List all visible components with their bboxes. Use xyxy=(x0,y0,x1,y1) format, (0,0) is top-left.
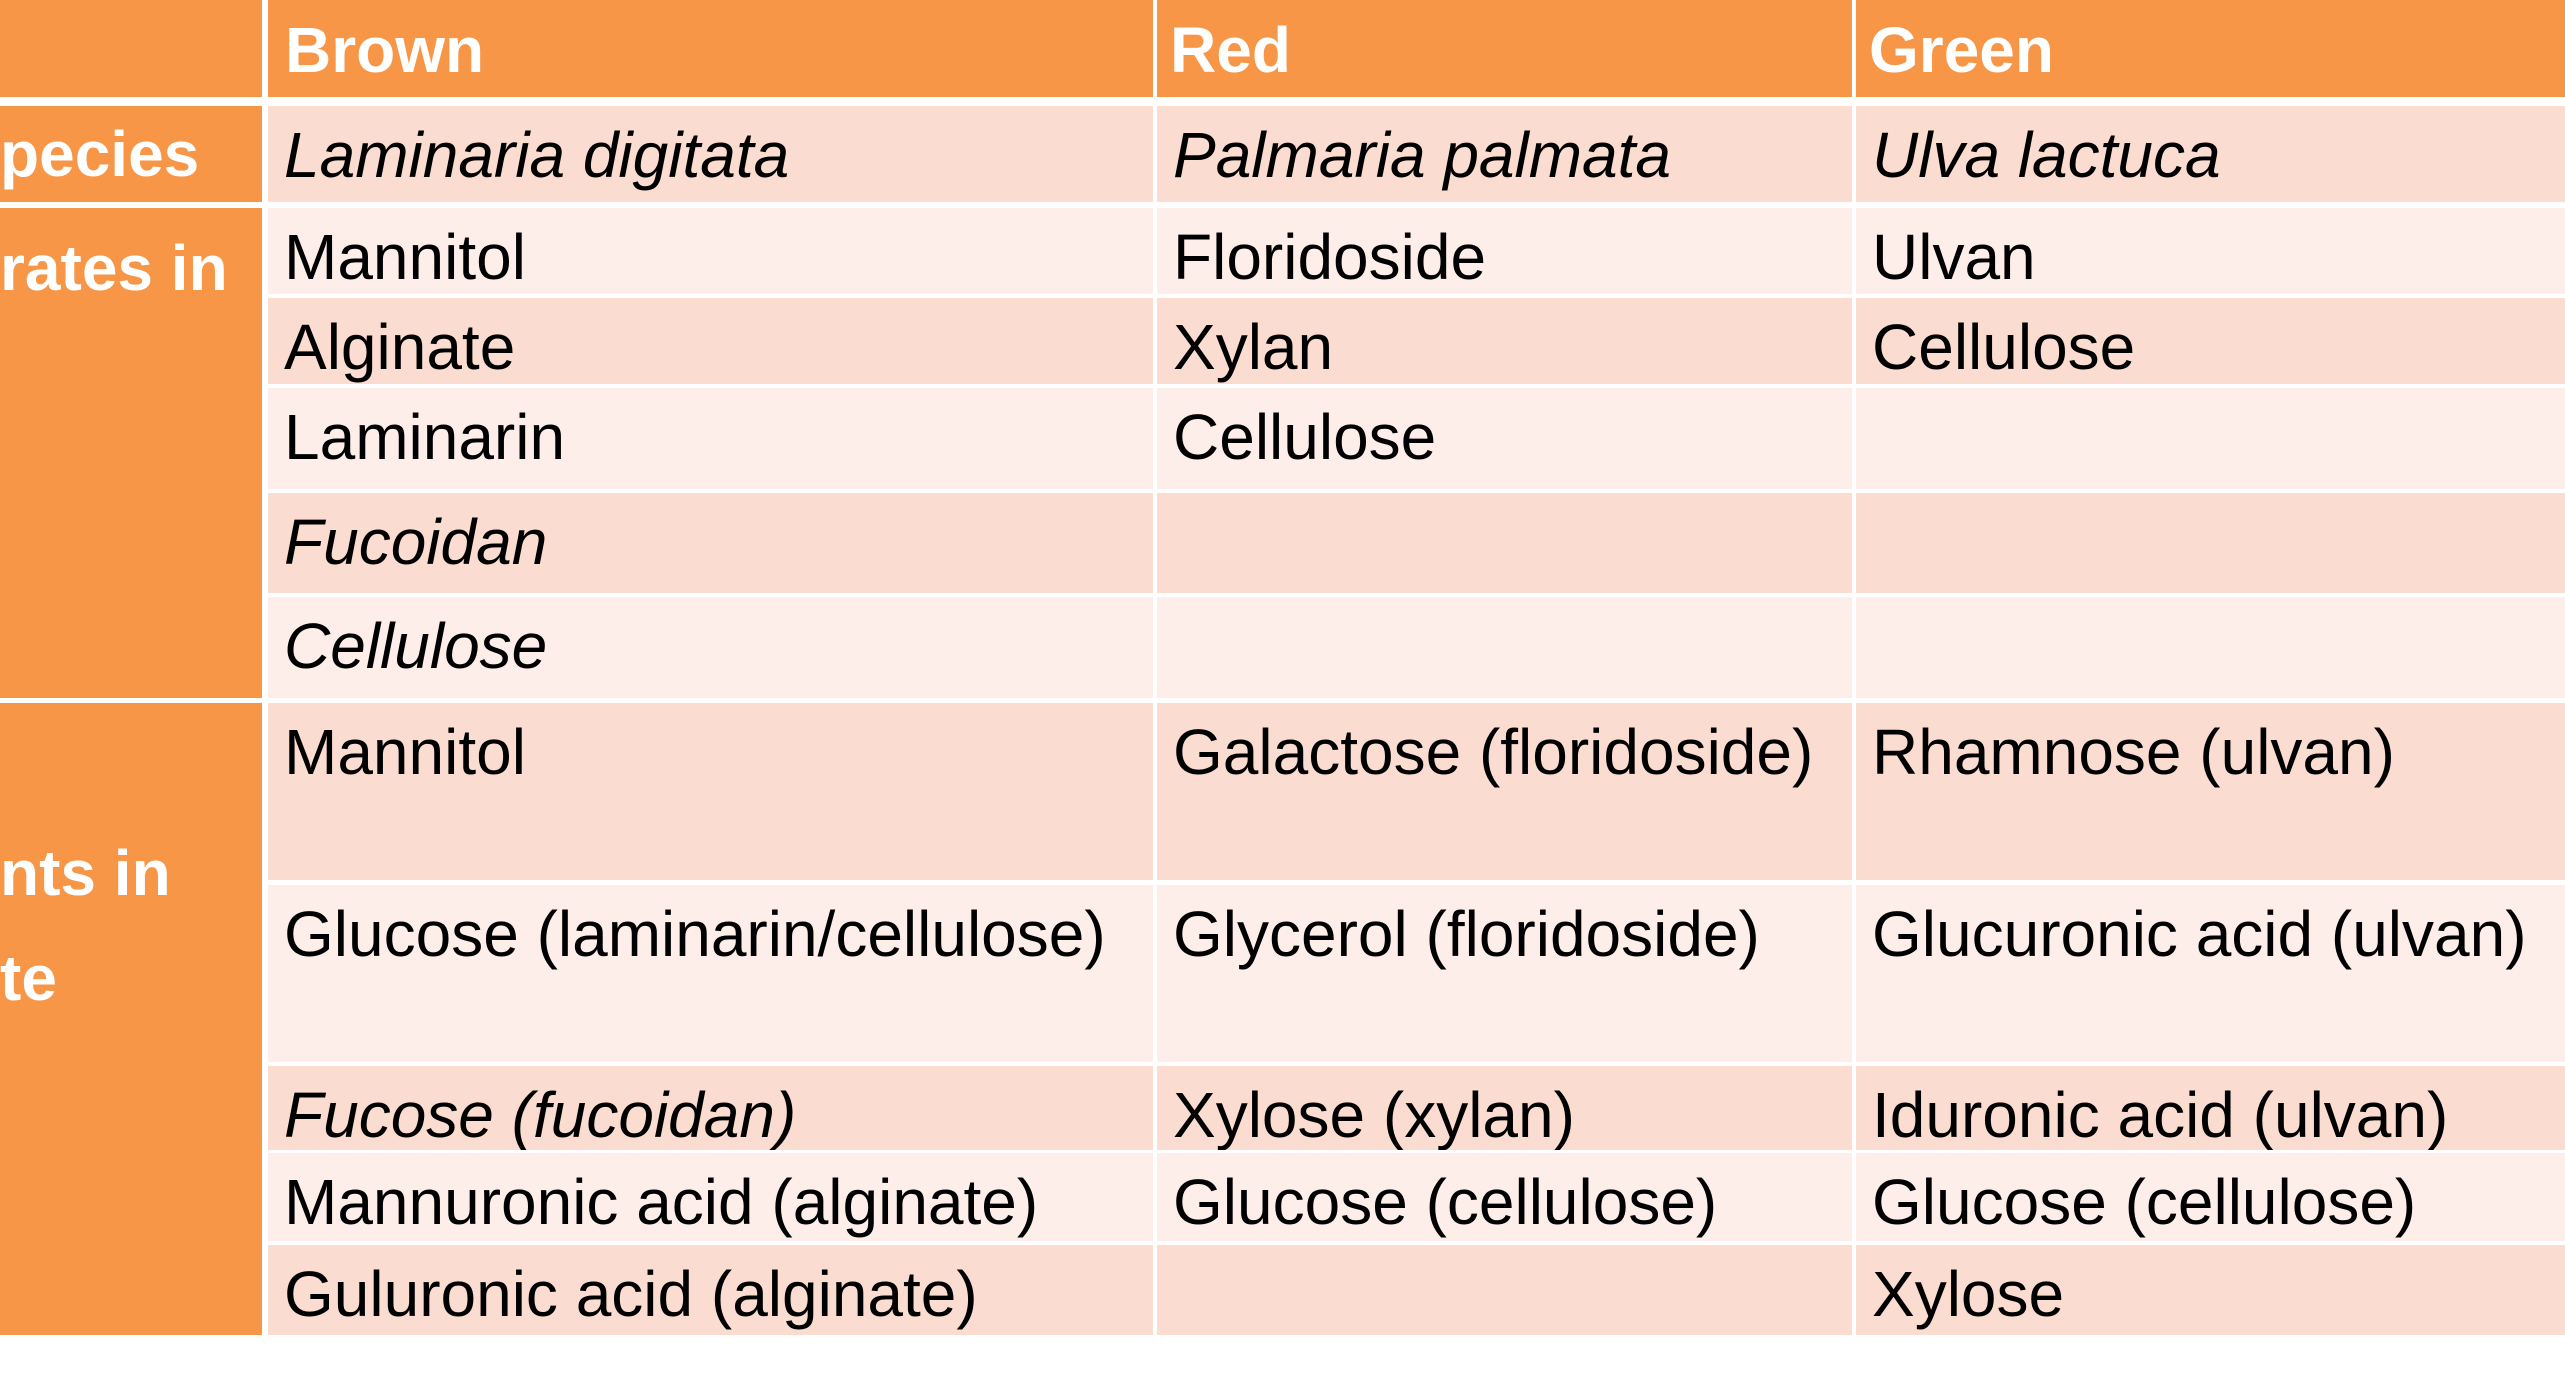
row-label-components: nts in te xyxy=(0,703,262,1335)
table-cell-brown: Laminaria digitata xyxy=(268,106,1153,202)
table-cell-green: Glucose (cellulose) xyxy=(1856,1153,2565,1241)
table-cell-red xyxy=(1157,493,1852,593)
table-cell-red: Galactose (floridoside) xyxy=(1157,703,1852,880)
table-cell-red xyxy=(1157,597,1852,698)
table-cell-brown: Mannitol xyxy=(268,703,1153,880)
table-cell-green xyxy=(1856,597,2565,698)
table-cell-red: Palmaria palmata xyxy=(1157,106,1852,202)
header-green: Green xyxy=(1856,0,2565,97)
table-cell-brown: Fucoidan xyxy=(268,493,1153,593)
table-cell-brown: Cellulose xyxy=(268,597,1153,698)
table-cell-brown: Glucose (laminarin/cellulose) xyxy=(268,885,1153,1062)
header-brown: Brown xyxy=(268,0,1153,97)
header-red: Red xyxy=(1157,0,1852,97)
table-cell-red: Floridoside xyxy=(1157,208,1852,294)
table-cell-brown: Fucose (fucoidan) xyxy=(268,1066,1153,1150)
table-cell-red: Glycerol (floridoside) xyxy=(1157,885,1852,1062)
table-cell-brown: Mannitol xyxy=(268,208,1153,294)
table-cell-green xyxy=(1856,388,2565,489)
table-cell-brown: Alginate xyxy=(268,298,1153,384)
table-cell-red: Cellulose xyxy=(1157,388,1852,489)
table-cell-green: Glucuronic acid (ulvan) xyxy=(1856,885,2565,1062)
row-label-carbohydrates: rates in xyxy=(0,208,262,698)
table-cell-green: Ulvan xyxy=(1856,208,2565,294)
row-label-species: pecies xyxy=(0,106,262,202)
table-cell-red: Glucose (cellulose) xyxy=(1157,1153,1852,1241)
header-corner xyxy=(0,0,262,97)
table-cell-green: Rhamnose (ulvan) xyxy=(1856,703,2565,880)
table-cell-green xyxy=(1856,493,2565,593)
table-cell-red: Xylose (xylan) xyxy=(1157,1066,1852,1150)
table-cell-green: Cellulose xyxy=(1856,298,2565,384)
table-cell-red xyxy=(1157,1245,1852,1335)
table-cell-red: Xylan xyxy=(1157,298,1852,384)
table-cell-brown: Laminarin xyxy=(268,388,1153,489)
table-cell-green: Iduronic acid (ulvan) xyxy=(1856,1066,2565,1150)
table-cell-brown: Mannuronic acid (alginate) xyxy=(268,1153,1153,1241)
table-cell-green: Xylose xyxy=(1856,1245,2565,1335)
table-cell-brown: Guluronic acid (alginate) xyxy=(268,1245,1153,1335)
table-cell-green: Ulva lactuca xyxy=(1856,106,2565,202)
